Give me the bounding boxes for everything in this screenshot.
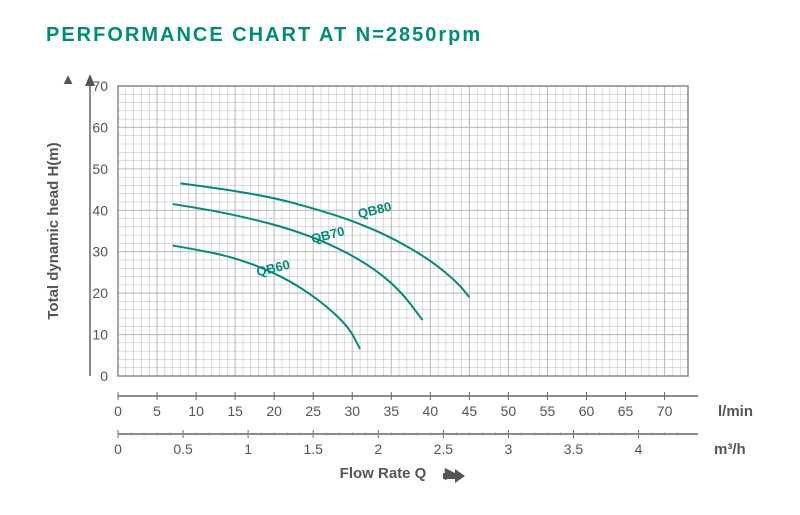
svg-text:10: 10 [188,403,204,419]
svg-text:30: 30 [92,244,108,260]
svg-text:0: 0 [100,368,108,384]
svg-text:l/min: l/min [718,403,753,420]
svg-text:▶: ▶ [444,465,458,482]
svg-text:1: 1 [244,441,252,457]
svg-text:35: 35 [383,403,399,419]
svg-text:3: 3 [505,441,513,457]
chart-container: { "title": {"text":"PERFORMANCE CHART AT… [0,0,800,515]
svg-text:2.5: 2.5 [434,441,454,457]
svg-text:60: 60 [579,403,595,419]
svg-text:60: 60 [92,119,108,135]
svg-text:10: 10 [92,327,108,343]
svg-text:Total dynamic head H(m): Total dynamic head H(m) [45,142,62,319]
svg-text:3.5: 3.5 [564,441,584,457]
svg-text:Flow Rate Q: Flow Rate Q [340,465,427,482]
svg-text:4: 4 [635,441,643,457]
svg-text:40: 40 [423,403,439,419]
svg-text:50: 50 [501,403,517,419]
svg-text:50: 50 [92,161,108,177]
svg-text:20: 20 [266,403,282,419]
svg-text:m³/h: m³/h [714,441,746,458]
svg-text:0.5: 0.5 [173,441,193,457]
svg-text:5: 5 [153,403,161,419]
svg-text:65: 65 [618,403,634,419]
svg-text:45: 45 [462,403,478,419]
svg-text:2: 2 [374,441,382,457]
svg-text:30: 30 [344,403,360,419]
svg-text:▲: ▲ [61,71,76,88]
svg-text:40: 40 [92,202,108,218]
svg-text:55: 55 [540,403,556,419]
svg-text:20: 20 [92,285,108,301]
svg-text:0: 0 [114,441,122,457]
svg-text:25: 25 [305,403,321,419]
svg-text:0: 0 [114,403,122,419]
svg-text:15: 15 [227,403,243,419]
svg-text:70: 70 [657,403,673,419]
svg-text:1.5: 1.5 [303,441,323,457]
chart-svg: 010203040506070Total dynamic head H(m)05… [0,0,800,515]
